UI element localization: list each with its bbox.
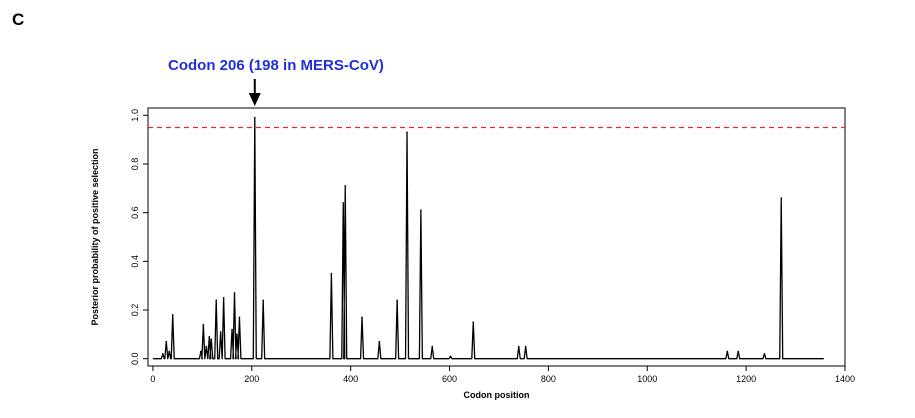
- peak-point: [168, 350, 171, 353]
- peak-point: [449, 355, 452, 358]
- y-tick-label: 0.6: [130, 206, 140, 219]
- panel-label: C: [12, 10, 25, 29]
- peak-point: [205, 345, 208, 348]
- x-tick-label: 0: [150, 374, 155, 384]
- peak-point: [208, 335, 211, 338]
- peak-point: [517, 345, 520, 348]
- peak-point: [233, 292, 236, 294]
- plot-frame: [147, 107, 846, 367]
- peak-point: [210, 338, 213, 341]
- peak-point: [420, 209, 422, 212]
- y-tick-label: 1.0: [130, 109, 140, 122]
- peak-point: [236, 333, 238, 336]
- y-tick-label: 0.0: [130, 352, 140, 365]
- peak-point: [238, 316, 241, 319]
- x-tick-label: 400: [343, 374, 358, 384]
- peak-point: [472, 321, 475, 323]
- peak-point: [431, 345, 434, 348]
- peak-point: [361, 316, 363, 319]
- axes: 0 200 400 600 800 1000 1200 1400 0.0 0.2 0.4 0.6 0.8…: [130, 107, 855, 384]
- peak-point: [342, 202, 345, 204]
- codon-annotation: Codon 206 (198 in MERS-CoV): [168, 57, 384, 74]
- peak-point: [737, 350, 740, 353]
- posterior-probability-series: [152, 117, 824, 360]
- peak-point: [165, 340, 168, 343]
- peak-point: [330, 272, 333, 275]
- y-tick-label: 0.8: [130, 158, 140, 171]
- x-tick-label: 1400: [835, 374, 855, 384]
- peak-point: [763, 353, 766, 355]
- peak-point: [222, 297, 225, 299]
- peak-point: [344, 185, 347, 187]
- x-tick-label: 1200: [736, 374, 756, 384]
- x-tick-label: 200: [244, 374, 259, 384]
- peak-point: [253, 116, 256, 119]
- x-tick-label: 600: [442, 374, 457, 384]
- peak-point: [215, 299, 218, 302]
- peak-point: [780, 197, 783, 199]
- arrow-head: [248, 93, 261, 106]
- series-marks: [148, 79, 845, 360]
- peak-point: [171, 314, 174, 316]
- peak-point: [162, 353, 164, 355]
- peak-point: [726, 350, 729, 353]
- y-tick-label: 0.2: [130, 304, 140, 317]
- peak-point: [200, 350, 202, 353]
- y-axis-label: Posterior probability of positive select…: [90, 148, 100, 325]
- y-tick-label: 0.4: [130, 255, 140, 268]
- x-tick-label: 800: [541, 374, 556, 384]
- peak-point: [378, 340, 381, 343]
- peak-point: [231, 328, 233, 331]
- x-tick-label: 1000: [637, 374, 657, 384]
- peak-point: [262, 299, 264, 302]
- peak-point: [406, 131, 408, 134]
- peak-point: [396, 299, 398, 302]
- peak-point: [219, 331, 222, 333]
- peak-point: [202, 323, 205, 326]
- peak-point: [524, 345, 527, 348]
- x-axis-label: Codon position: [464, 390, 530, 400]
